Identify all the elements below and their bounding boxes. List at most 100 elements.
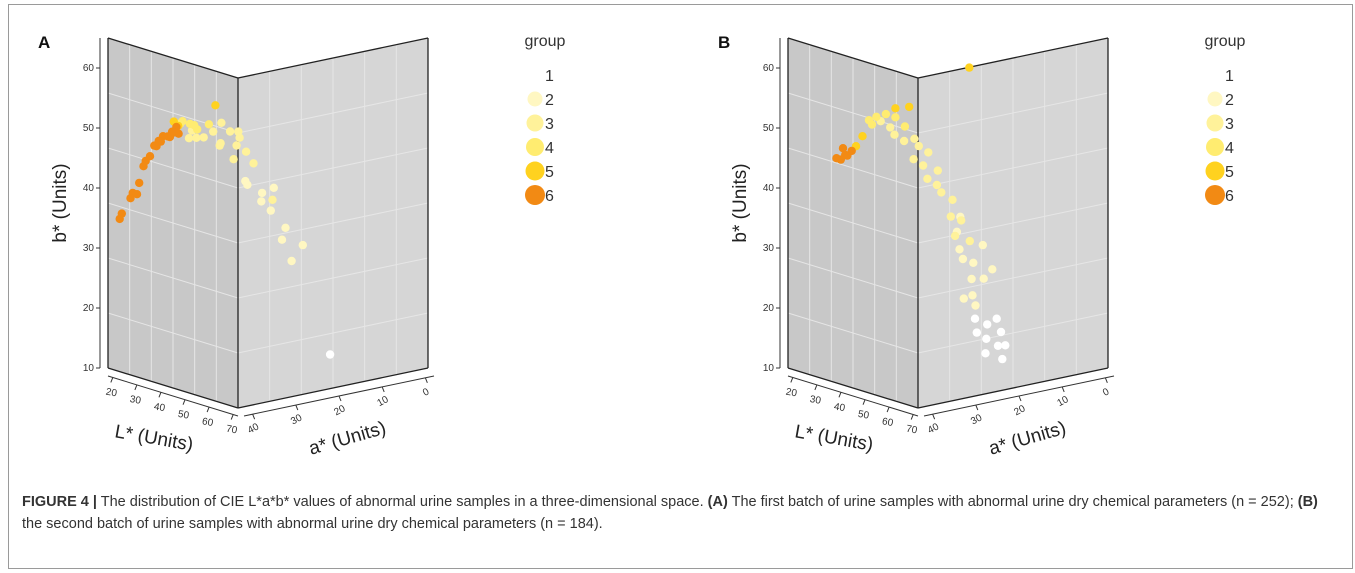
panel-a-cube-edge: [237, 37, 429, 79]
panel-b-legend-title: group: [1205, 33, 1246, 50]
panel-a-cube-edge: [107, 37, 239, 79]
panel-b-x-tick-label: 70: [905, 424, 918, 437]
panel-b-z-tick-label: 40: [763, 183, 775, 194]
panel-a-x-axis-line: [107, 375, 239, 417]
caption-a-text: The first batch of urine samples with ab…: [731, 494, 1294, 510]
panel-a-x-tick-label: 30: [129, 394, 142, 407]
panel-b-point-group-4: [872, 112, 881, 122]
panel-b-z-axis-label: b* (Units): [730, 163, 751, 242]
panel-b-point-group-2: [959, 294, 968, 303]
panel-a-point-group-2: [277, 235, 287, 244]
panel-a-y-tick: [381, 386, 385, 393]
panel-b-point-group-5: [905, 102, 914, 112]
panel-a-z-tick-label: 40: [83, 183, 95, 194]
panel-b-point-group-1: [982, 334, 991, 343]
panel-a-point-group-3: [268, 195, 277, 204]
panel-b-x-tick-label: 30: [809, 394, 822, 407]
panel-a-legend-swatch-2: [527, 91, 543, 107]
panel-a-x-tick: [182, 399, 186, 405]
panel-b-y-axis-label: a* (Units): [987, 418, 1069, 460]
panel-a-z-tick-label: 30: [83, 243, 95, 254]
panel-b-z-tick-label: 50: [763, 123, 775, 134]
panel-b-point-group-6: [832, 154, 841, 163]
panel-a-point-group-3: [241, 147, 251, 156]
panel-b-point-group-3: [910, 134, 919, 143]
panel-b-y-tick-label: 30: [969, 412, 984, 427]
panel-b-z-tick-label: 10: [763, 363, 775, 374]
panel-a-point-group-6: [150, 141, 159, 150]
panel-b-cube-edge: [917, 37, 1109, 79]
panel-b-z-tick-label: 60: [763, 63, 775, 74]
panel-a-x-tick: [230, 414, 234, 420]
panel-b-point-group-4: [900, 122, 910, 131]
panel-a-z-tick-label: 50: [83, 123, 95, 134]
panel-b-chart: 10 20 30 40 50 60 20 30 40 50 60 70 40 30 20 10 0 b* (Uni…: [718, 33, 1246, 460]
caption-b-label: (B): [1297, 494, 1318, 510]
panel-a-label: A: [38, 33, 50, 52]
panel-b-point-group-1: [996, 327, 1006, 337]
panel-b-y-tick: [1104, 377, 1108, 384]
panel-a-y-tick: [338, 395, 342, 402]
panel-a-legend-swatch-1: [529, 69, 541, 81]
panel-a-legend-swatch-5: [525, 161, 545, 181]
figure-frame: [8, 4, 1353, 569]
caption-text: The distribution of CIE L*a*b* values of…: [100, 494, 704, 510]
panel-b-legend-label-6: 6: [1225, 188, 1234, 205]
panel-a-y-tick: [424, 377, 428, 384]
panel-b-point-group-3: [890, 130, 899, 139]
panel-a-point-group-2: [287, 256, 296, 266]
panel-b-y-tick: [1018, 395, 1022, 402]
panel-b-x-axis-line: [787, 375, 919, 417]
panel-b-point-group-3: [924, 148, 933, 157]
panel-b-point-group-5: [965, 63, 974, 72]
panel-b-point-group-2: [968, 291, 977, 300]
panel-a-point-group-4: [185, 119, 195, 128]
panel-b-x-axis-label: L* (Units): [793, 421, 875, 455]
panel-a-y-tick-label: 20: [332, 403, 347, 418]
panel-a-x-tick-label: 70: [225, 424, 238, 437]
panel-b-legend-swatch-1: [1209, 69, 1221, 81]
panel-b-point-group-1: [972, 328, 981, 337]
panel-a-point-group-2: [257, 197, 266, 206]
panel-b-point-group-5: [858, 132, 867, 141]
panel-b-cube-edge: [787, 367, 919, 409]
panel-b-point-group-2: [978, 240, 987, 250]
panel-b-point-group-2: [969, 258, 978, 267]
panel-a-legend-swatch-3: [526, 114, 544, 132]
panel-a-point-group-6: [126, 194, 135, 203]
panel-a-point-group-2: [298, 240, 307, 250]
panel-a-point-group-3: [225, 127, 235, 136]
panel-a-point-group-2: [281, 223, 290, 232]
panel-a-y-axis-label: a* (Units): [307, 418, 389, 460]
panel-b-y-tick: [1061, 386, 1065, 393]
panel-b-x-tick: [814, 384, 818, 391]
panel-a-x-axis-label: L* (Units): [113, 421, 195, 455]
panel-a-x-tick-label: 50: [177, 409, 190, 422]
panel-a-chart: 10 20 30 40 50 60 20 30 40 50 60 70 40 30 20 10 0 b* (Uni…: [38, 33, 566, 460]
panel-b-legend-label-2: 2: [1225, 92, 1234, 109]
panel-b-point-group-3: [948, 195, 957, 204]
panel-b-point-group-1: [981, 349, 990, 358]
panel-b-x-tick-label: 50: [857, 409, 870, 422]
panel-a-x-tick-label: 60: [201, 416, 214, 429]
panel-a-y-tick: [252, 413, 256, 420]
panel-a-point-group-6: [135, 178, 144, 188]
panel-a-point-group-3: [232, 141, 241, 150]
panel-b-x-tick: [838, 392, 842, 398]
panel-b-legend-swatch-6: [1205, 185, 1225, 205]
panel-a-cube-edge: [237, 367, 429, 409]
panel-a-point-group-2: [257, 188, 267, 198]
panel-a-x-tick-label: 20: [105, 387, 118, 400]
panel-a-x-tick: [110, 377, 114, 383]
panel-a-y-tick-label: 10: [376, 394, 391, 409]
panel-a-legend-swatch-4: [526, 138, 544, 156]
panel-a-z-tick-label: 10: [83, 363, 95, 374]
panel-b-cube-edge: [917, 367, 1109, 409]
panel-a-point-group-6: [117, 209, 127, 218]
panel-a-point-group-2: [269, 183, 278, 192]
panel-a-x-tick: [206, 406, 210, 413]
panel-a-point-group-3: [216, 139, 225, 148]
panel-b-legend-swatch-3: [1206, 114, 1224, 132]
panel-b-point-group-2: [967, 274, 976, 284]
panel-a-legend-label-3: 3: [545, 116, 554, 133]
